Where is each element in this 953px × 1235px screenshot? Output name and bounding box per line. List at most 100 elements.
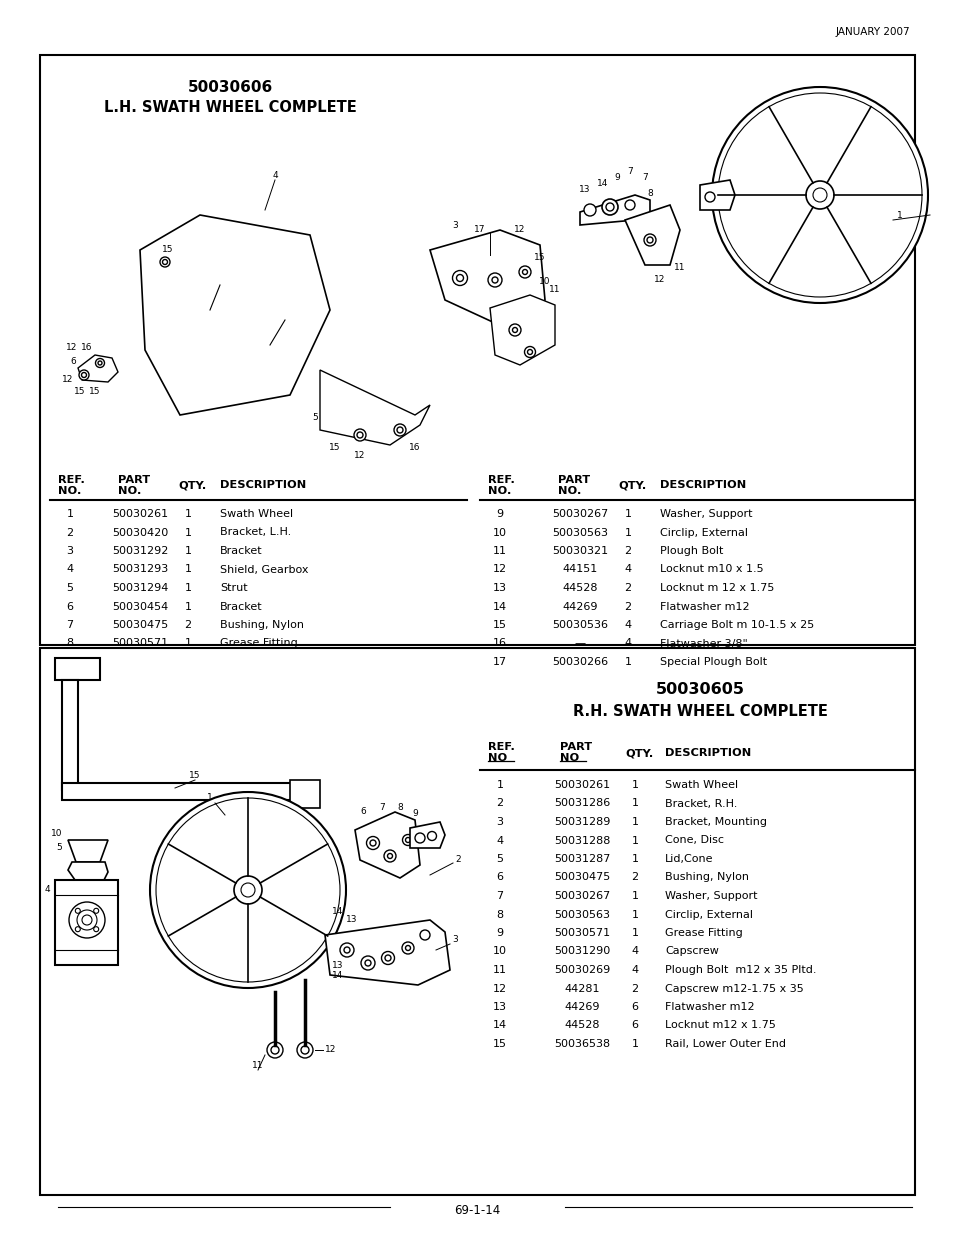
Polygon shape bbox=[430, 230, 544, 330]
Text: 1: 1 bbox=[207, 794, 213, 803]
Circle shape bbox=[69, 902, 105, 939]
Circle shape bbox=[394, 424, 406, 436]
Text: 2: 2 bbox=[631, 872, 638, 883]
Text: Shield, Gearbox: Shield, Gearbox bbox=[220, 564, 308, 574]
Text: 7: 7 bbox=[67, 620, 73, 630]
Text: 50030454: 50030454 bbox=[112, 601, 168, 611]
Text: 13: 13 bbox=[493, 583, 506, 593]
Circle shape bbox=[524, 347, 535, 357]
Text: NO.: NO. bbox=[118, 487, 141, 496]
Circle shape bbox=[605, 203, 614, 211]
Text: R.H. SWATH WHEEL COMPLETE: R.H. SWATH WHEEL COMPLETE bbox=[572, 704, 826, 720]
Circle shape bbox=[583, 204, 596, 216]
Text: 44528: 44528 bbox=[561, 583, 598, 593]
Polygon shape bbox=[355, 811, 419, 878]
Text: 1: 1 bbox=[67, 509, 73, 519]
Text: 14: 14 bbox=[493, 1020, 507, 1030]
Text: DESCRIPTION: DESCRIPTION bbox=[664, 748, 750, 758]
Circle shape bbox=[366, 836, 379, 850]
Text: 1: 1 bbox=[624, 527, 631, 537]
Bar bbox=[40, 56, 914, 645]
Text: 6: 6 bbox=[71, 357, 76, 367]
Text: 50030261: 50030261 bbox=[554, 781, 609, 790]
Circle shape bbox=[396, 427, 402, 433]
Polygon shape bbox=[624, 205, 679, 266]
Text: PART: PART bbox=[118, 475, 150, 485]
Circle shape bbox=[601, 199, 618, 215]
Text: Plough Bolt  m12 x 35 Pltd.: Plough Bolt m12 x 35 Pltd. bbox=[664, 965, 816, 974]
Text: 2: 2 bbox=[624, 601, 631, 611]
Text: 50030261: 50030261 bbox=[112, 509, 168, 519]
Text: 12: 12 bbox=[493, 983, 507, 993]
Text: 11: 11 bbox=[493, 965, 506, 974]
Text: 50030571: 50030571 bbox=[112, 638, 168, 648]
Text: 3: 3 bbox=[452, 935, 457, 945]
Text: 4: 4 bbox=[624, 638, 631, 648]
Circle shape bbox=[805, 182, 833, 209]
Text: 1: 1 bbox=[184, 546, 192, 556]
Text: 50030475: 50030475 bbox=[112, 620, 168, 630]
Text: 50030571: 50030571 bbox=[554, 927, 609, 939]
Circle shape bbox=[98, 361, 102, 366]
Circle shape bbox=[509, 324, 520, 336]
Circle shape bbox=[150, 792, 346, 988]
Text: 10: 10 bbox=[51, 829, 62, 837]
Text: 4: 4 bbox=[631, 965, 638, 974]
Text: 1: 1 bbox=[624, 657, 631, 667]
Text: 8: 8 bbox=[67, 638, 73, 648]
Text: Carriage Bolt m 10-1.5 x 25: Carriage Bolt m 10-1.5 x 25 bbox=[659, 620, 814, 630]
Text: 5: 5 bbox=[496, 853, 503, 864]
Polygon shape bbox=[78, 354, 118, 382]
Text: REF.: REF. bbox=[488, 742, 515, 752]
Circle shape bbox=[387, 853, 392, 858]
Text: 50031293: 50031293 bbox=[112, 564, 168, 574]
Text: Rail, Lower Outer End: Rail, Lower Outer End bbox=[664, 1039, 785, 1049]
Text: Grease Fitting: Grease Fitting bbox=[664, 927, 742, 939]
Text: 8: 8 bbox=[496, 909, 503, 920]
Text: 12: 12 bbox=[354, 451, 365, 459]
Text: 50031290: 50031290 bbox=[554, 946, 610, 956]
Circle shape bbox=[267, 1042, 283, 1058]
Text: Flatwasher m12: Flatwasher m12 bbox=[659, 601, 749, 611]
Text: 9: 9 bbox=[614, 173, 619, 183]
Text: 16: 16 bbox=[81, 342, 92, 352]
Text: 4: 4 bbox=[631, 946, 638, 956]
Text: 7: 7 bbox=[378, 803, 384, 811]
Circle shape bbox=[718, 93, 921, 296]
Text: 15: 15 bbox=[162, 246, 173, 254]
Text: 50030606: 50030606 bbox=[187, 80, 273, 95]
Text: 1: 1 bbox=[496, 781, 503, 790]
Text: 14: 14 bbox=[597, 179, 608, 188]
Polygon shape bbox=[62, 680, 78, 790]
Text: QTY.: QTY. bbox=[178, 480, 206, 490]
Circle shape bbox=[162, 259, 168, 264]
Text: 11: 11 bbox=[493, 546, 506, 556]
Circle shape bbox=[365, 960, 371, 966]
Text: Bracket, Mounting: Bracket, Mounting bbox=[664, 818, 766, 827]
Circle shape bbox=[241, 883, 254, 897]
Polygon shape bbox=[55, 658, 100, 680]
Text: Locknut m10 x 1.5: Locknut m10 x 1.5 bbox=[659, 564, 762, 574]
Circle shape bbox=[488, 273, 501, 287]
Text: 50031294: 50031294 bbox=[112, 583, 168, 593]
Text: 1: 1 bbox=[184, 564, 192, 574]
Text: Bracket, L.H.: Bracket, L.H. bbox=[220, 527, 291, 537]
Text: 17: 17 bbox=[474, 226, 485, 235]
Text: 44269: 44269 bbox=[563, 1002, 599, 1011]
Circle shape bbox=[624, 200, 635, 210]
Circle shape bbox=[711, 86, 927, 303]
Circle shape bbox=[643, 233, 656, 246]
Circle shape bbox=[233, 876, 262, 904]
Text: 2: 2 bbox=[631, 983, 638, 993]
Text: 10: 10 bbox=[493, 527, 506, 537]
Text: Capscrew: Capscrew bbox=[664, 946, 719, 956]
Text: 2: 2 bbox=[624, 583, 631, 593]
Text: L.H. SWATH WHEEL COMPLETE: L.H. SWATH WHEEL COMPLETE bbox=[104, 100, 356, 116]
Bar bbox=[40, 648, 914, 1195]
Text: 15: 15 bbox=[493, 620, 506, 630]
Text: 44281: 44281 bbox=[563, 983, 599, 993]
Circle shape bbox=[646, 237, 652, 243]
Text: 6: 6 bbox=[631, 1020, 638, 1030]
Text: 11: 11 bbox=[674, 263, 685, 273]
Circle shape bbox=[522, 269, 527, 274]
